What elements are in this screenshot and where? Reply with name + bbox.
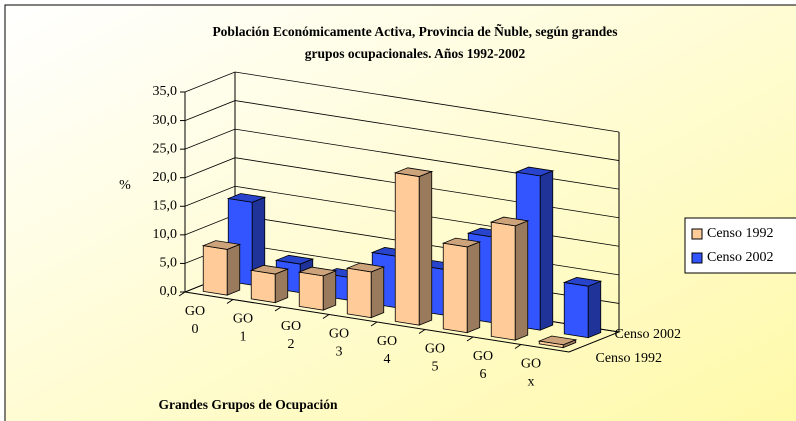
bar-top [562,277,603,287]
grid-line [184,157,620,219]
legend-swatch [691,252,703,264]
x-tick [514,344,522,349]
bar-side [418,170,433,326]
bar-top [514,166,555,177]
x-tick [274,306,282,312]
bar-front [394,172,420,326]
bar-top [201,240,242,250]
bar [441,237,482,334]
x-tick [466,336,474,342]
bar-top [393,167,434,177]
x-tick [178,291,186,297]
bar-side [587,280,602,339]
bar-top [249,264,290,275]
bar-front [563,281,589,339]
x-tick-label: GO 1 [233,311,253,344]
bar-side [466,241,481,334]
x-tick-label: GO 4 [377,334,397,367]
y-tick-label: 10,0 [153,227,178,242]
x-axis-title: Grandes Grupos de Ocupación [159,397,338,412]
x-tick [370,321,378,327]
bar [537,335,578,349]
bar [393,167,434,326]
bar-side [226,243,241,296]
bar-front [298,271,324,311]
x-tick-label: GO 5 [425,341,445,374]
bar-front [346,267,372,319]
bar [562,277,603,339]
x-tick-label: GO x [521,356,541,389]
grid-line [184,71,620,133]
chart-title: Población Económicamente Activa, Provinc… [212,24,617,61]
x-tick [418,329,426,334]
x-tick [226,299,234,304]
y-tick-label: 25,0 [153,141,178,156]
y-tick-label: 20,0 [153,170,178,185]
bar [489,216,530,341]
bar [345,262,386,319]
bar-top [274,254,315,265]
x-tick-label: GO 3 [329,326,349,359]
x-tick-label: GO 0 [185,304,205,337]
bar-top [226,193,267,203]
y-tick-label: 5,0 [160,256,178,271]
bar-front [490,221,516,341]
bar-top [489,216,530,227]
legend-label: Censo 1992 [707,226,774,241]
bar-top [297,266,338,277]
legend-box [684,217,796,274]
y-tick-label: 35,0 [153,84,178,99]
x-tick-label: GO 6 [473,349,493,382]
bar [201,240,242,296]
bar-side [274,268,289,304]
grid-line [184,100,620,161]
x-tick [322,314,330,319]
depth-label: Censo 1992 [596,351,663,366]
bar-front [442,242,468,334]
bar-side [370,266,385,319]
bar-front [250,269,276,304]
x-tick-label: GO 2 [281,319,301,352]
depth-label: Censo 2002 [615,327,682,342]
legend-label: Censo 2002 [707,250,774,265]
y-tick-label: 30,0 [153,113,178,128]
bar-front [202,245,228,296]
bar-top [345,262,386,273]
grid-line [184,128,620,190]
bar [297,266,338,311]
y-axis-title: % [119,178,131,193]
bar-top [537,335,578,346]
y-tick-label: 15,0 [153,199,178,214]
bar [249,264,290,304]
bar-side [539,170,554,331]
bar-side [322,270,337,311]
y-tick-label: 0,0 [160,284,178,299]
bar-side [514,220,529,341]
legend-swatch [691,228,703,240]
bar-top [441,237,482,248]
